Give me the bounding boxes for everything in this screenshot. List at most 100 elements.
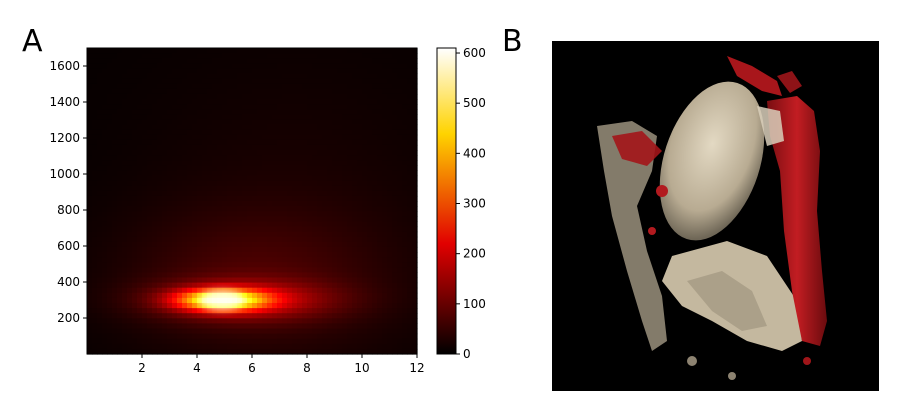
heatmap-cell <box>137 272 143 279</box>
heatmap-cell <box>232 195 238 202</box>
heatmap-cell <box>97 201 103 207</box>
heatmap-cell <box>97 226 103 233</box>
heatmap-cell <box>267 318 273 324</box>
heatmap-cell <box>397 195 403 202</box>
heatmap-cell <box>307 323 313 330</box>
heatmap-cell <box>102 139 108 146</box>
heatmap-cell <box>392 348 398 355</box>
heatmap-cell <box>317 58 323 64</box>
heatmap-cell <box>327 63 333 69</box>
heatmap-cell <box>122 277 128 284</box>
heatmap-cell <box>207 155 213 161</box>
heatmap-cell <box>162 160 168 166</box>
heatmap-cell <box>322 216 328 222</box>
heatmap-cell <box>372 313 378 319</box>
heatmap-cell <box>367 109 373 115</box>
heatmap-cell <box>157 185 163 192</box>
heatmap-cell <box>247 333 253 340</box>
heatmap-cell <box>202 282 208 289</box>
heatmap-cell <box>92 170 98 177</box>
heatmap-cell <box>287 323 293 330</box>
heatmap-cell <box>167 318 173 324</box>
heatmap-cell <box>87 246 93 253</box>
heatmap-cell <box>192 88 198 95</box>
heatmap-cell <box>132 287 138 294</box>
heatmap-cell <box>167 236 173 243</box>
heatmap-cell <box>282 195 288 202</box>
heatmap-cell <box>337 323 343 330</box>
heatmap-cell <box>357 333 363 340</box>
heatmap-cell <box>192 308 198 314</box>
heatmap-cell <box>102 206 108 212</box>
heatmap-cell <box>332 262 338 268</box>
heatmap-cell <box>282 252 288 258</box>
heatmap-cell <box>157 170 163 177</box>
heatmap-cell <box>127 313 133 319</box>
heatmap-cell <box>122 297 128 304</box>
heatmap-cell <box>207 53 213 59</box>
heatmap-cell <box>367 175 373 182</box>
heatmap-cell <box>147 236 153 243</box>
heatmap-cell <box>252 119 258 126</box>
heatmap-cell <box>262 155 268 161</box>
heatmap-cell <box>387 267 393 273</box>
heatmap-cell <box>197 201 203 207</box>
heatmap-cell <box>347 201 353 207</box>
heatmap-cell <box>312 323 318 330</box>
heatmap-cell <box>372 282 378 289</box>
heatmap-cell <box>182 165 188 171</box>
heatmap-cell <box>172 88 178 95</box>
heatmap-cell <box>267 124 273 131</box>
heatmap-cell <box>252 303 258 309</box>
heatmap-cell <box>207 175 213 182</box>
heatmap-cell <box>182 73 188 80</box>
heatmap-cell <box>282 282 288 289</box>
heatmap-cell <box>357 144 363 151</box>
heatmap-cell <box>212 129 218 136</box>
heatmap-cell <box>137 246 143 253</box>
heatmap-cell <box>257 190 263 197</box>
heatmap-cell <box>267 343 273 350</box>
heatmap-cell <box>387 139 393 146</box>
heatmap-cell <box>177 277 183 284</box>
heatmap-cell <box>152 343 158 350</box>
heatmap-cell <box>387 68 393 75</box>
heatmap-cell <box>137 129 143 136</box>
heatmap-cell <box>102 109 108 115</box>
heatmap-cell <box>382 246 388 253</box>
heatmap-cell <box>102 313 108 319</box>
heatmap-cell <box>247 241 253 248</box>
heatmap-cell <box>232 262 238 268</box>
heatmap-cell <box>97 246 103 253</box>
heatmap-cell <box>382 48 388 54</box>
heatmap-cell <box>167 83 173 90</box>
heatmap-cell <box>117 201 123 207</box>
heatmap-cell <box>257 150 263 156</box>
heatmap-cell <box>407 83 413 90</box>
heatmap-cell <box>397 267 403 273</box>
heatmap-cell <box>272 318 278 324</box>
heatmap-cell <box>402 226 408 233</box>
heatmap-cell <box>322 252 328 258</box>
heatmap-cell <box>127 308 133 314</box>
heatmap-cell <box>167 287 173 294</box>
heatmap-cell <box>162 252 168 258</box>
heatmap-cell <box>182 114 188 120</box>
heatmap-cell <box>397 272 403 279</box>
heatmap-cell <box>337 109 343 115</box>
heatmap-cell <box>142 333 148 340</box>
heatmap-cell <box>412 124 418 131</box>
heatmap-cell <box>152 175 158 182</box>
heatmap-cell <box>347 104 353 110</box>
heatmap-cell <box>387 221 393 228</box>
heatmap-cell <box>112 104 118 110</box>
heatmap-cell <box>172 348 178 355</box>
heatmap-cell <box>402 272 408 279</box>
heatmap-cell <box>287 165 293 171</box>
heatmap-cell <box>127 292 133 299</box>
heatmap-cell <box>87 338 93 345</box>
heatmap-cell <box>167 68 173 75</box>
heatmap-cell <box>112 99 118 105</box>
heatmap-cell <box>147 343 153 350</box>
heatmap-cell <box>287 175 293 182</box>
